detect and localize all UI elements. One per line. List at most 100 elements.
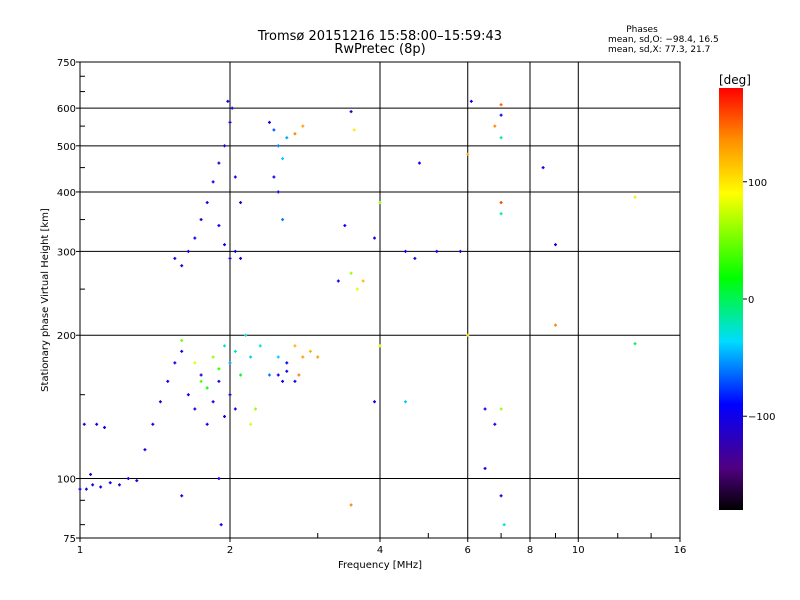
data-point bbox=[378, 344, 382, 348]
data-point bbox=[211, 355, 215, 359]
data-point bbox=[199, 218, 203, 222]
data-point bbox=[276, 355, 280, 359]
data-point bbox=[541, 166, 545, 170]
data-point bbox=[267, 120, 271, 124]
data-point bbox=[211, 180, 215, 184]
data-point bbox=[239, 201, 243, 205]
data-point bbox=[361, 279, 365, 283]
data-point bbox=[403, 249, 407, 253]
data-point bbox=[230, 106, 234, 110]
data-point bbox=[219, 523, 223, 527]
data-point bbox=[435, 249, 439, 253]
x-tick-label: 2 bbox=[227, 545, 233, 556]
data-point bbox=[352, 128, 356, 132]
data-point bbox=[223, 414, 227, 418]
y-tick-label: 500 bbox=[57, 142, 76, 153]
data-point bbox=[199, 379, 203, 383]
data-point bbox=[84, 487, 88, 491]
data-point bbox=[180, 349, 184, 353]
y-tick-label: 300 bbox=[57, 247, 76, 258]
data-point bbox=[301, 355, 305, 359]
data-point bbox=[403, 400, 407, 404]
x-tick-label: 6 bbox=[465, 545, 471, 556]
data-point bbox=[217, 367, 221, 371]
data-point bbox=[499, 136, 503, 140]
data-point bbox=[166, 379, 170, 383]
y-tick-label: 600 bbox=[57, 104, 76, 115]
stats-line-o: mean, sd,O: −98.4, 16.5 bbox=[608, 35, 719, 45]
colorbar-tick-label: −100 bbox=[748, 412, 775, 423]
data-point bbox=[186, 393, 190, 397]
data-point bbox=[239, 256, 243, 260]
data-point bbox=[180, 264, 184, 268]
y-tick-label: 100 bbox=[57, 475, 76, 486]
data-point bbox=[493, 124, 497, 128]
data-point bbox=[233, 407, 237, 411]
data-point bbox=[89, 472, 93, 476]
data-point bbox=[135, 479, 139, 483]
data-point bbox=[95, 422, 99, 426]
data-point bbox=[293, 132, 297, 136]
data-point bbox=[233, 349, 237, 353]
colorbar bbox=[719, 88, 743, 510]
data-point bbox=[301, 124, 305, 128]
data-point bbox=[249, 422, 253, 426]
data-point bbox=[349, 503, 353, 507]
data-point bbox=[193, 407, 197, 411]
data-point bbox=[276, 144, 280, 148]
y-tick-label: 75 bbox=[63, 534, 76, 545]
data-point bbox=[633, 195, 637, 199]
data-point bbox=[281, 218, 285, 222]
data-point bbox=[173, 256, 177, 260]
stats-heading: Phases bbox=[626, 25, 658, 35]
data-point bbox=[228, 120, 232, 124]
data-point bbox=[193, 361, 197, 365]
data-point bbox=[293, 344, 297, 348]
data-point bbox=[633, 342, 637, 346]
data-point bbox=[349, 271, 353, 275]
data-point bbox=[276, 373, 280, 377]
data-point bbox=[117, 483, 121, 487]
data-point bbox=[483, 407, 487, 411]
data-point bbox=[151, 422, 155, 426]
data-point bbox=[553, 243, 557, 247]
data-point bbox=[281, 379, 285, 383]
data-point bbox=[466, 152, 470, 156]
data-point bbox=[239, 373, 243, 377]
data-point bbox=[297, 373, 301, 377]
data-point bbox=[466, 333, 470, 337]
data-point bbox=[253, 407, 257, 411]
data-point bbox=[223, 344, 227, 348]
data-point bbox=[285, 136, 289, 140]
data-point bbox=[272, 175, 276, 179]
data-point bbox=[499, 212, 503, 216]
data-point bbox=[499, 103, 503, 107]
data-point bbox=[233, 175, 237, 179]
x-tick-label: 8 bbox=[527, 545, 533, 556]
data-point bbox=[493, 422, 497, 426]
data-point bbox=[499, 407, 503, 411]
x-tick-label: 10 bbox=[572, 545, 585, 556]
colorbar-label: [deg] bbox=[719, 73, 751, 87]
data-point bbox=[223, 243, 227, 247]
data-point bbox=[205, 201, 209, 205]
data-point bbox=[205, 386, 209, 390]
data-point bbox=[249, 355, 253, 359]
data-point bbox=[373, 400, 377, 404]
data-point bbox=[244, 333, 248, 337]
data-point bbox=[285, 361, 289, 365]
data-point bbox=[217, 379, 221, 383]
data-point bbox=[180, 338, 184, 342]
data-point bbox=[483, 466, 487, 470]
data-point bbox=[233, 249, 237, 253]
y-tick-label: 750 bbox=[57, 58, 76, 69]
chart-subtitle: RwPretec (8p) bbox=[334, 42, 425, 57]
data-point bbox=[205, 422, 209, 426]
data-point bbox=[217, 477, 221, 481]
data-point bbox=[499, 494, 503, 498]
data-point bbox=[413, 256, 417, 260]
data-point bbox=[308, 349, 312, 353]
x-tick-label: 1 bbox=[77, 545, 83, 556]
data-point bbox=[272, 128, 276, 132]
